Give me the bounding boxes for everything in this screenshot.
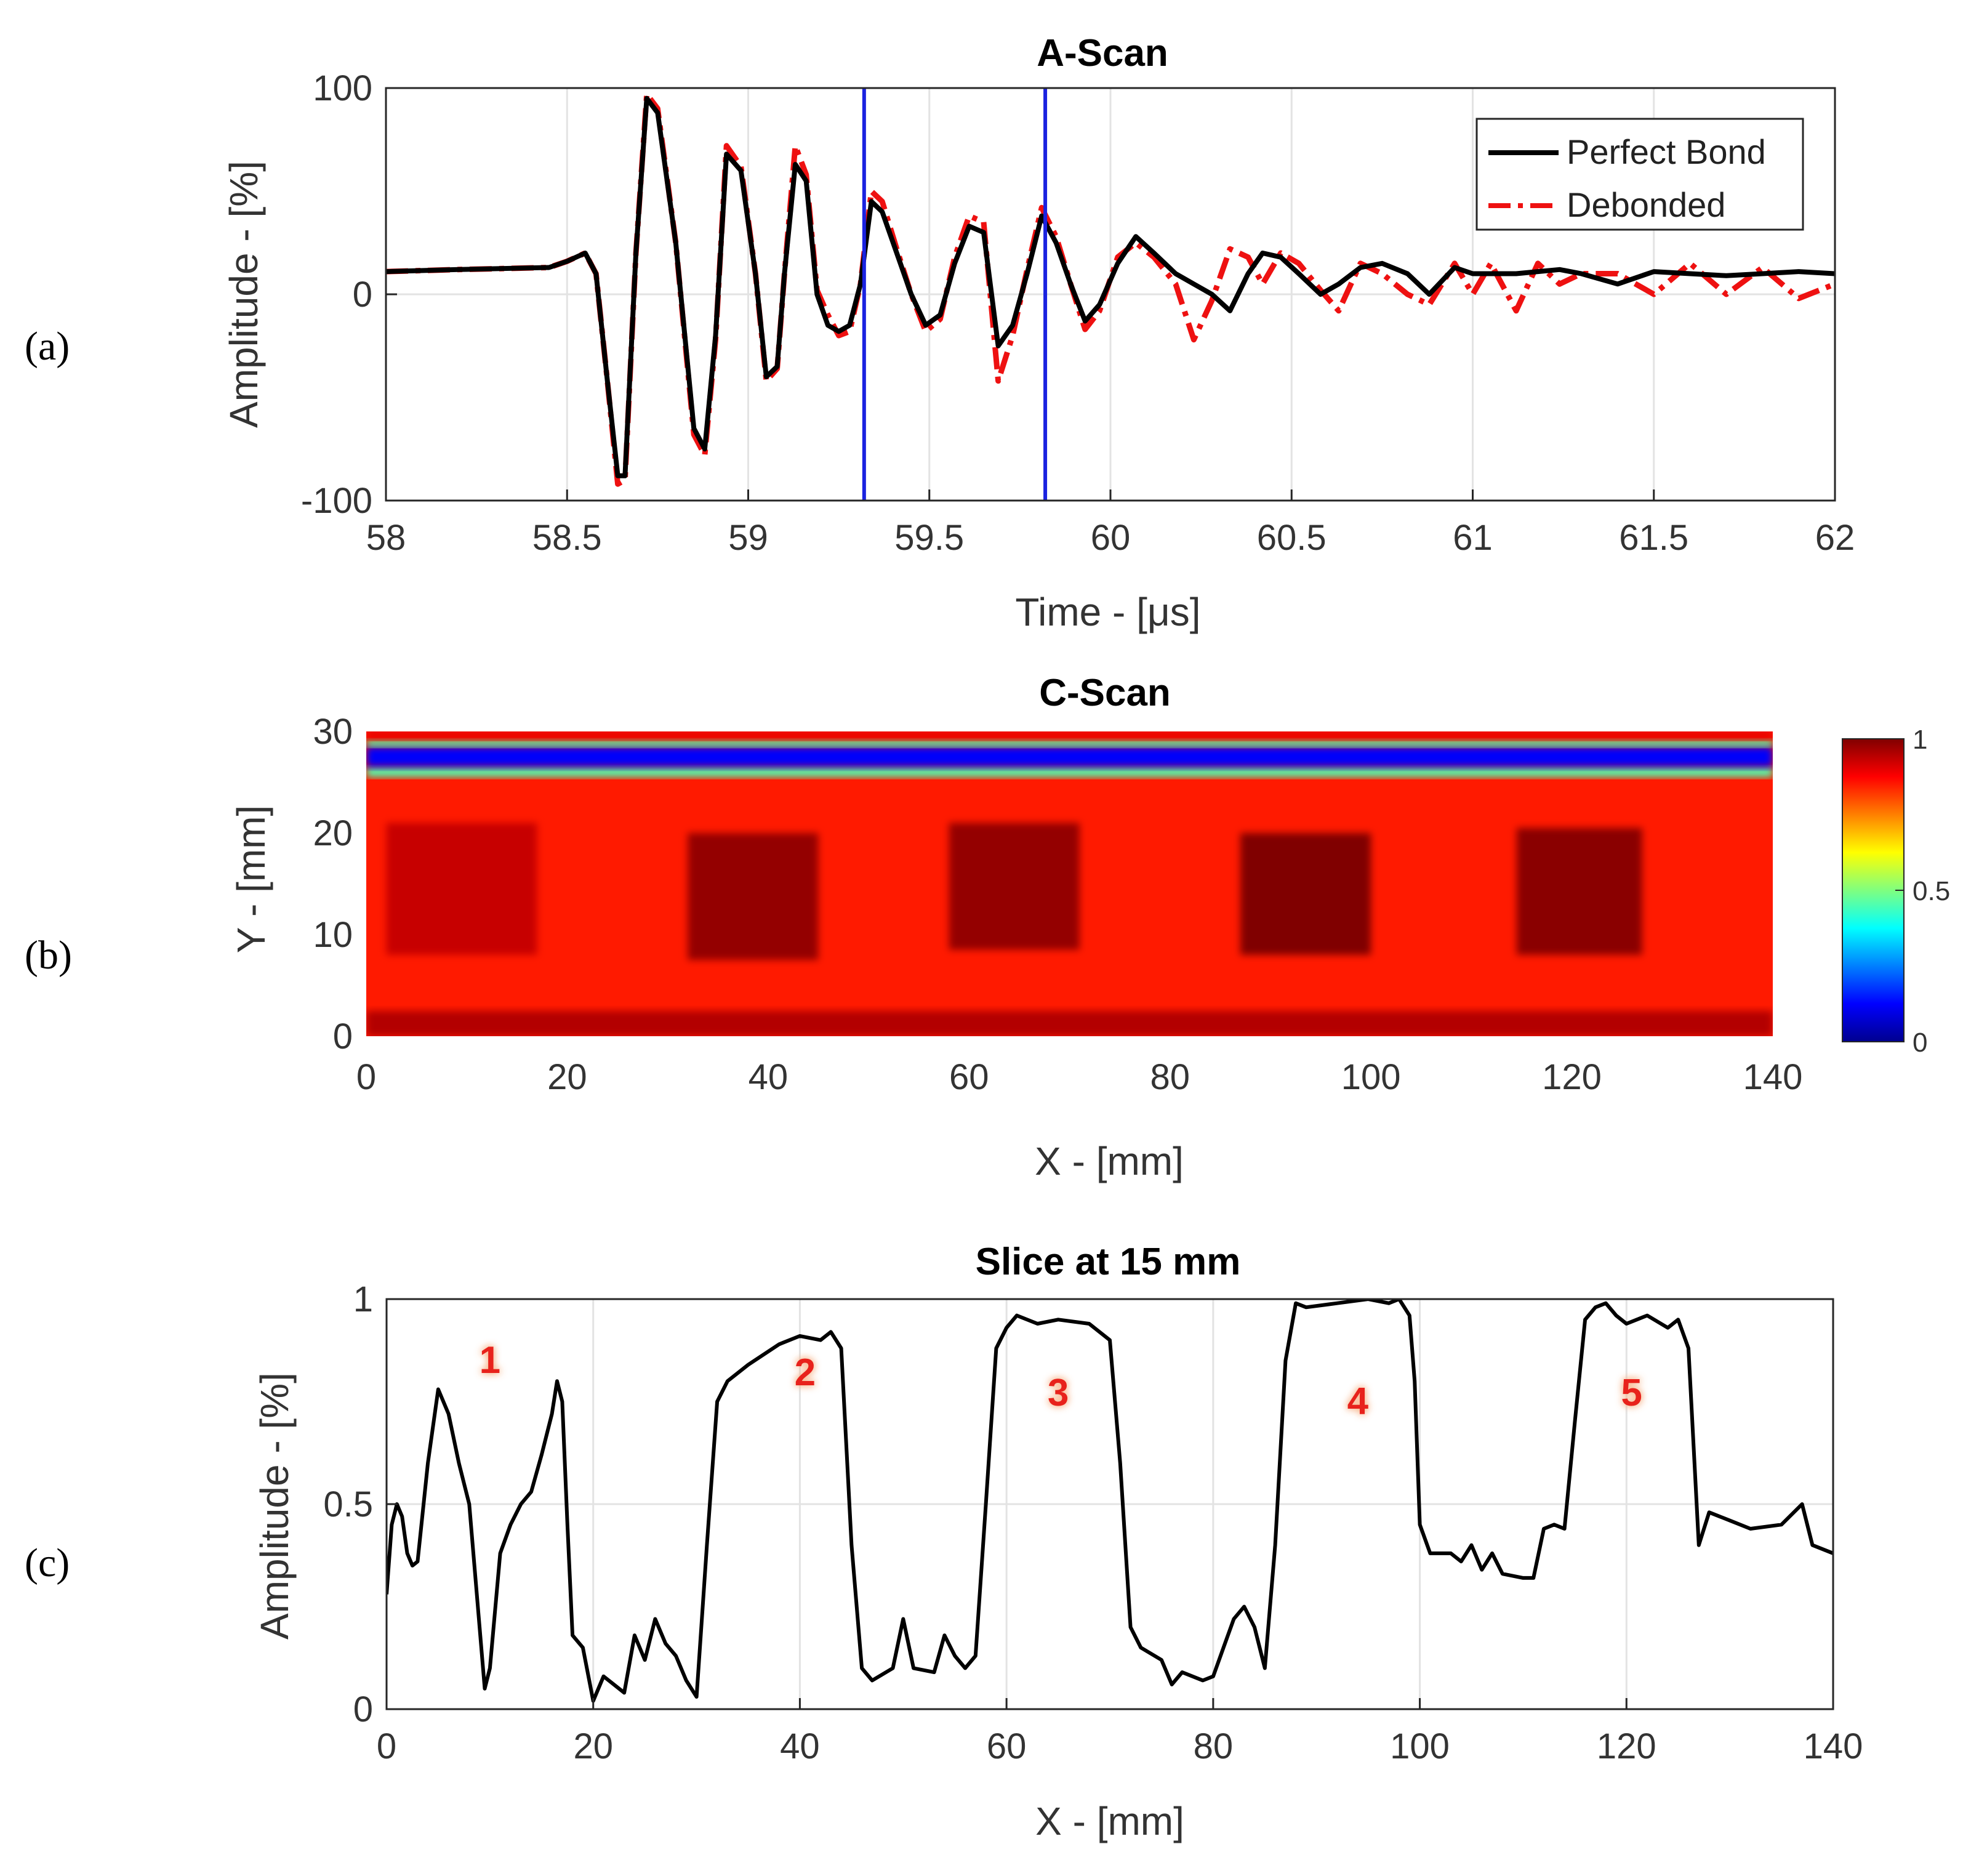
- series-line-debonded: [386, 91, 1835, 487]
- heatmap-band: [366, 731, 1773, 740]
- a-scan-chart: 58 58.5 59 59.5 60 60.5 61 61.5 62 -100 0 100 A-Sc…: [222, 32, 1855, 634]
- x-tick-label: 59.5: [894, 518, 964, 558]
- c-scan-y-ticks: 0 10 20 30: [313, 712, 353, 1057]
- heatmap-defects: [386, 823, 1642, 960]
- a-scan-y-ticks: -100 0 100: [301, 68, 397, 521]
- a-scan-title: A-Scan: [1037, 32, 1168, 74]
- x-tick-label: 80: [1150, 1057, 1190, 1097]
- x-tick-label: 140: [1804, 1726, 1863, 1766]
- panel-label-c: (c): [25, 1540, 70, 1585]
- x-tick-label: 60: [1091, 518, 1131, 558]
- c-scan-heatmap: [366, 731, 1773, 1036]
- heatmap-defect: [386, 823, 537, 955]
- slice-x-ticks: 0 20 40 60 80 100 120 140: [377, 1698, 1863, 1766]
- heatmap-band: [366, 767, 1773, 778]
- y-tick-label: 10: [313, 915, 353, 955]
- x-tick-label: 40: [749, 1057, 789, 1097]
- y-tick-label: 100: [313, 68, 372, 108]
- x-tick-label: 61: [1453, 518, 1493, 558]
- x-tick-label: 0: [377, 1726, 396, 1766]
- heatmap-band: [366, 746, 1773, 767]
- heatmap-defect: [1240, 833, 1371, 955]
- a-scan-x-axis-label: Time - [μs]: [1015, 590, 1200, 634]
- heatmap-band: [366, 1010, 1773, 1036]
- x-tick-label: 60.5: [1257, 518, 1327, 558]
- slice-x-axis-label: X - [mm]: [1035, 1799, 1184, 1843]
- heatmap-defect: [949, 823, 1080, 950]
- region-label: 5: [1621, 1372, 1642, 1414]
- a-scan-x-ticks: 58 58.5 59 59.5 60 60.5 61 61.5 62: [366, 489, 1855, 558]
- slice-y-axis-label: Amplitude - [%]: [252, 1372, 297, 1640]
- series-line-perfect-bond: [386, 95, 1835, 478]
- heatmap-defect: [688, 833, 819, 960]
- legend-label-perfect-bond: Perfect Bond: [1567, 132, 1766, 171]
- region-label: 2: [795, 1351, 816, 1394]
- x-tick-label: 62: [1815, 518, 1855, 558]
- x-tick-label: 140: [1743, 1057, 1803, 1097]
- colorbar-tick-label: 0.5: [1913, 876, 1950, 906]
- c-scan-title: C-Scan: [1039, 672, 1171, 714]
- region-label: 1: [480, 1339, 500, 1382]
- series-line-slice: [387, 1299, 1833, 1703]
- colorbar: 00.51: [1842, 725, 1950, 1058]
- legend-label-debonded: Debonded: [1567, 185, 1725, 224]
- colorbar-gradient: [1842, 738, 1905, 1042]
- y-tick-label: 0: [353, 1689, 373, 1729]
- colorbar-tick-label: 1: [1913, 725, 1927, 755]
- x-tick-label: 58.5: [532, 518, 602, 558]
- y-tick-label: 1: [353, 1279, 373, 1319]
- x-tick-label: 100: [1390, 1726, 1450, 1766]
- x-tick-label: 60: [949, 1057, 989, 1097]
- x-tick-label: 0: [356, 1057, 376, 1097]
- slice-y-ticks: 00.51: [323, 1279, 398, 1729]
- y-tick-label: 30: [313, 712, 353, 752]
- y-tick-label: -100: [301, 481, 372, 521]
- y-tick-label: 0.5: [323, 1484, 373, 1524]
- panel-label-a: (a): [25, 324, 70, 369]
- c-scan-x-axis-label: X - [mm]: [1035, 1139, 1184, 1183]
- slice-title: Slice at 15 mm: [976, 1241, 1241, 1283]
- a-scan-legend: Perfect Bond Debonded: [1475, 118, 1804, 231]
- legend-box: [1475, 118, 1804, 231]
- y-tick-label: 0: [353, 275, 372, 315]
- c-scan-y-axis-label: Y - [mm]: [229, 805, 273, 954]
- heatmap-bands: [366, 731, 1773, 1036]
- slice-region-labels: 1 2 3 4 5: [480, 1339, 1642, 1423]
- x-tick-label: 120: [1597, 1726, 1656, 1766]
- x-tick-label: 58: [366, 518, 406, 558]
- panel-label-b: (b): [25, 933, 72, 978]
- gate-lines: [862, 88, 1048, 501]
- a-scan-y-axis-label: Amplitude - [%]: [222, 161, 266, 428]
- colorbar-tick-label: 0: [1913, 1028, 1927, 1058]
- x-tick-label: 100: [1341, 1057, 1401, 1097]
- x-tick-label: 40: [780, 1726, 820, 1766]
- heatmap-defect: [1516, 827, 1642, 955]
- region-label: 3: [1048, 1372, 1069, 1414]
- c-scan-x-ticks: 0 20 40 60 80 100 120 140: [356, 1057, 1803, 1097]
- x-tick-label: 80: [1194, 1726, 1234, 1766]
- x-tick-label: 20: [573, 1726, 613, 1766]
- colorbar-ticks: 00.51: [1895, 725, 1950, 1058]
- y-tick-label: 20: [313, 813, 353, 853]
- x-tick-label: 60: [987, 1726, 1027, 1766]
- x-tick-label: 20: [547, 1057, 587, 1097]
- y-tick-label: 0: [333, 1017, 353, 1057]
- x-tick-label: 59: [728, 518, 768, 558]
- heatmap-band: [366, 739, 1773, 747]
- region-label: 4: [1347, 1380, 1369, 1422]
- x-tick-label: 120: [1542, 1057, 1602, 1097]
- x-tick-label: 61.5: [1619, 518, 1688, 558]
